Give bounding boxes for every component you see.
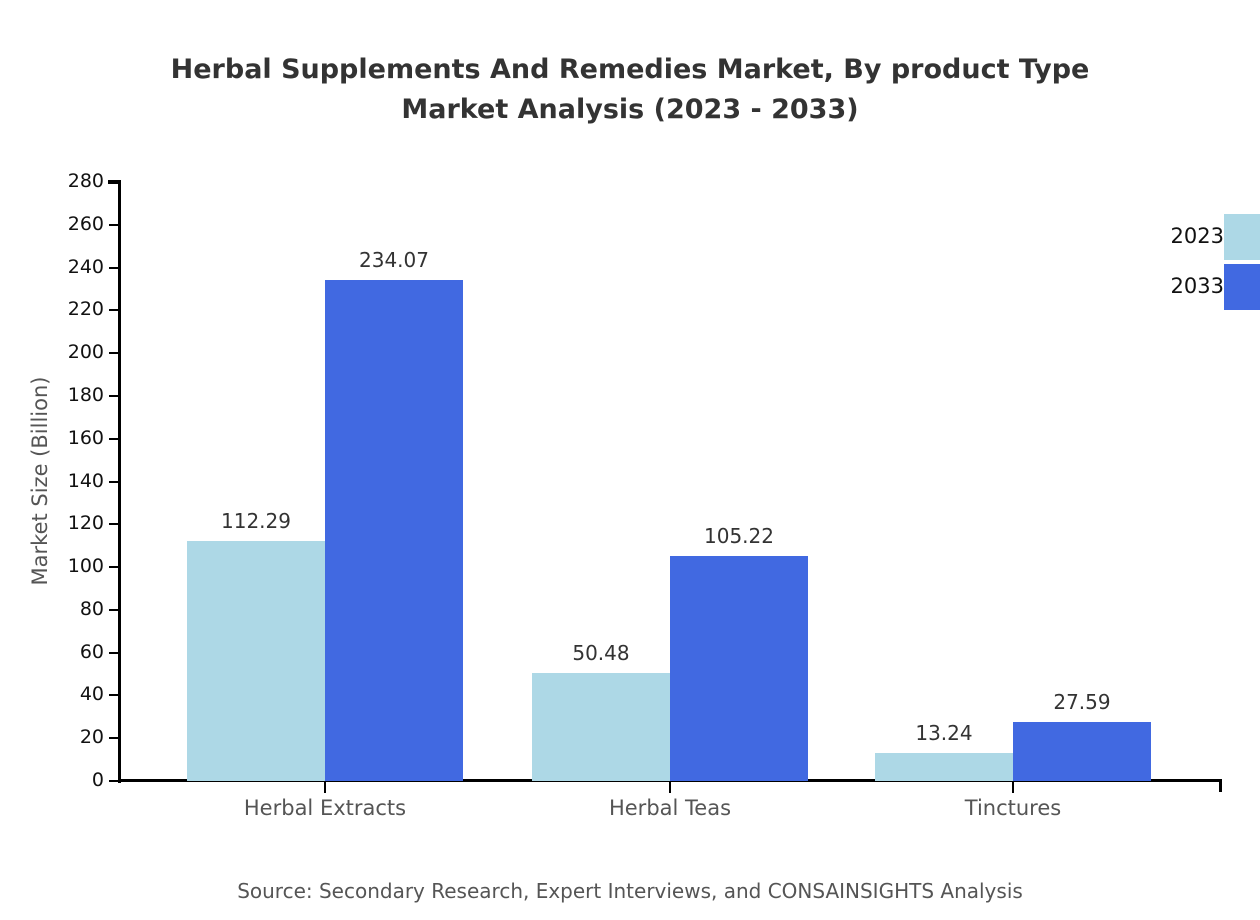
y-axis-tick-label: 60 [79, 640, 104, 663]
bar-value-label: 50.48 [572, 641, 630, 665]
x-axis-category-label: Herbal Teas [608, 796, 732, 820]
bar-value-label: 13.24 [915, 720, 973, 745]
y-axis-tick-mark [109, 480, 119, 483]
y-axis-tick-label: 20 [79, 726, 104, 749]
source-note: Source: Secondary Research, Expert Inter… [237, 879, 1023, 903]
bar-2033-herbal-teas[interactable] [670, 555, 808, 781]
bar-2023-tinctures[interactable] [875, 752, 1013, 781]
bar-value-label: 234.07 [359, 248, 429, 273]
y-axis-tick-label: 260 [67, 212, 104, 235]
y-axis-title: Market Size (Billion) [28, 376, 52, 586]
y-axis-tick-mark [109, 352, 119, 355]
x-axis-right-cap [1219, 779, 1222, 792]
y-axis-tick-mark [109, 394, 119, 397]
y-axis-tick-mark [109, 780, 119, 782]
bar-value-label: 105.22 [704, 523, 774, 548]
chart-title: Herbal Supplements And Remedies Market, … [0, 50, 1260, 130]
bar-2033-herbal-extracts[interactable] [325, 280, 463, 781]
y-axis-tick-mark [109, 266, 119, 269]
legend-item-2033[interactable]: 2033 [1130, 264, 1260, 314]
x-axis-tick-mark [669, 782, 671, 793]
y-axis-tick-label: 0 [91, 769, 104, 791]
y-axis-tick-label: 160 [67, 426, 104, 449]
y-axis-tick-label: 100 [67, 555, 104, 578]
legend-label-2023: 2023 [1170, 224, 1224, 248]
bar-2033-tinctures[interactable] [1013, 721, 1151, 781]
y-axis-tick-label: 180 [67, 383, 104, 406]
bar-value-label: 112.29 [221, 508, 291, 533]
legend-swatch-2033 [1224, 264, 1260, 310]
y-axis-tick-label: 200 [67, 341, 104, 364]
y-axis-tick-mark [109, 694, 119, 697]
chart-title-line-2: Market Analysis (2023 - 2033) [401, 94, 859, 125]
y-axis-tick-label: 280 [67, 170, 104, 192]
bar-2023-herbal-teas[interactable] [532, 673, 670, 781]
x-axis-tick-mark [324, 782, 326, 793]
bar-2023-herbal-extracts[interactable] [187, 540, 325, 781]
legend-item-2023[interactable]: 2023 [1130, 214, 1260, 264]
bar-value-label: 27.59 [1053, 689, 1111, 714]
legend-swatch-2023 [1224, 214, 1260, 260]
x-axis-category-label: Herbal Extracts [243, 796, 407, 820]
y-axis-tick-label: 240 [67, 255, 104, 278]
x-axis-tick-mark [1012, 782, 1014, 793]
y-axis-tick-mark [109, 223, 119, 226]
y-axis-tick-mark [109, 437, 119, 440]
y-axis-tick-mark [109, 523, 119, 526]
y-axis-tick-label: 140 [67, 469, 104, 492]
y-axis-tick-label: 40 [79, 683, 104, 706]
y-axis-tick-mark [109, 608, 119, 611]
y-axis-tick-label: 120 [67, 512, 104, 535]
y-axis-spine [118, 180, 121, 783]
y-axis-tick-mark [109, 309, 119, 312]
y-axis-tick-mark [109, 651, 119, 654]
chart-legend: 2023 2033 [1130, 214, 1260, 314]
y-axis-tick-label: 220 [67, 298, 104, 321]
x-axis-category-label: Tinctures [964, 796, 1062, 820]
y-axis-tick-mark [109, 737, 119, 740]
y-axis-tick-mark [109, 566, 119, 569]
y-axis-tick-label: 80 [79, 597, 104, 620]
y-axis-tick-mark [109, 181, 119, 183]
chart-title-line-1: Herbal Supplements And Remedies Market, … [170, 54, 1090, 85]
legend-label-2033: 2033 [1170, 274, 1224, 298]
